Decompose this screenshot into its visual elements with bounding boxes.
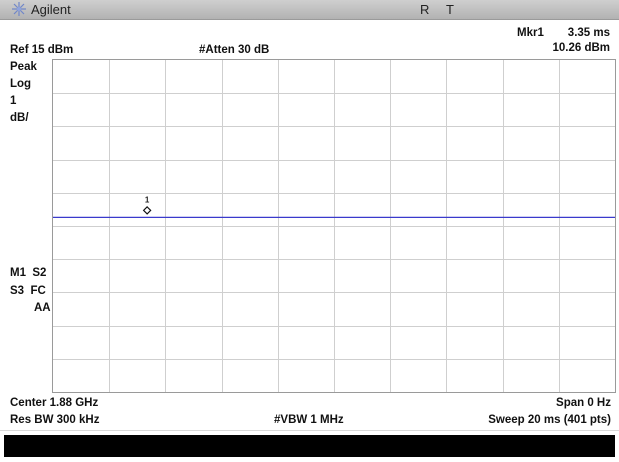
brand-name: Agilent bbox=[31, 2, 71, 17]
title-bar: Agilent R T bbox=[0, 0, 619, 20]
marker-label: 1 bbox=[145, 195, 150, 204]
resolution-bandwidth: Res BW 300 kHz bbox=[10, 414, 100, 426]
ref-level: Ref 15 dBm bbox=[10, 44, 74, 56]
scale-unit-label: dB/ bbox=[10, 112, 29, 124]
span: Span 0 Hz bbox=[556, 397, 611, 409]
marker-time: 3.35 ms bbox=[567, 27, 610, 39]
status-t-indicator: T bbox=[446, 2, 454, 17]
s3-fc-label: S3 FC bbox=[10, 285, 46, 297]
status-r-indicator: R bbox=[420, 2, 430, 17]
marker-name: Mkr1 bbox=[517, 27, 544, 39]
trace-plot: 1 bbox=[53, 60, 615, 392]
aa-label: AA bbox=[34, 302, 51, 314]
scale-type-label: Log bbox=[10, 78, 32, 90]
spark-logo-icon bbox=[12, 2, 26, 16]
m1-s2-label: M1 S2 bbox=[10, 267, 47, 279]
marker-level: 10.26 dBm bbox=[552, 42, 610, 54]
scale-value-label: 1 bbox=[10, 95, 17, 107]
detector-label: Peak bbox=[10, 61, 37, 73]
attenuation: #Atten 30 dB bbox=[199, 44, 270, 56]
center-frequency: Center 1.88 GHz bbox=[10, 397, 99, 409]
message-bar bbox=[4, 435, 615, 457]
video-bandwidth: #VBW 1 MHz bbox=[274, 414, 344, 426]
marker-diamond bbox=[142, 206, 152, 215]
divider bbox=[0, 430, 619, 431]
trace-display: 1 bbox=[52, 59, 616, 393]
sweep-time: Sweep 20 ms (401 pts) bbox=[488, 414, 611, 426]
